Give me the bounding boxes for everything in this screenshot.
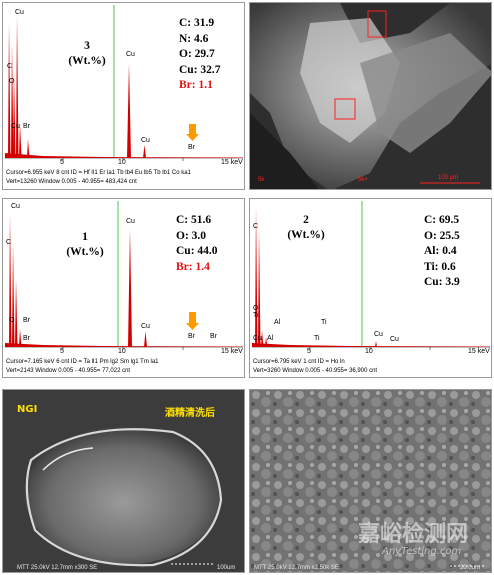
sample-tag-cleaned: 酒精清洗后 [165,408,215,419]
spectrum-3-plot [5,5,243,161]
spectrum-unit: (Wt.%) [68,55,106,67]
axis-tick-15: 15 keV [221,159,243,166]
composition-list: C: 51.6 O: 3.0 Cu: 44.0 Br: 1.4 [176,213,218,275]
spectrum-label: 2 (Wt.%) [276,213,336,243]
peak-label-ti: Ti [321,319,327,326]
composition-o: O: 25.5 [424,229,460,242]
peak-label-cu: Cu [126,51,135,58]
composition-ti: Ti: 0.6 [424,260,456,273]
spectrum-2-plot [252,201,490,350]
cursor-info-line2: Vert=3260 Window 0.005 - 40.955= 36,900 … [253,368,378,374]
cursor-info-line2: Vert=2143 Window 0.005 - 40.955= 77,022 … [6,368,131,374]
axis-tick-5: 5 [60,159,64,166]
composition-br: Br: 1.4 [176,260,210,273]
peak-label-br: Br [23,123,30,130]
composition-n: N: 4.6 [179,32,209,45]
cursor-info-line1: Cursor=6.795 keV 1 cnt ID = Ho ln [253,359,345,365]
spectrum-label: 3 (Wt.%) [57,39,117,69]
axis-tick-5: 5 [307,348,311,355]
sem-image-zoom: 嘉峪检测网 AnyTesting.com MTT 25.0kV 12.7mm x… [249,389,492,573]
sem-image-top: 5k 5k× 100 μm [249,2,492,190]
footer-mid: 5k× [358,177,368,183]
spectrum-2-peaks [252,207,490,347]
peak-label-o: O [253,305,259,312]
peak-label-br: Br [188,333,195,340]
composition-c: C: 51.6 [176,214,212,226]
composition-al: Al: 0.4 [424,245,457,257]
axis-tick-10: 10 [118,348,126,355]
composition-o: O: 3.0 [176,229,207,242]
eds-spectrum-1: Cu C O Br Cu Cu Br Br Br 5 10 15 keV 1 (… [2,198,245,378]
peak-label-o: O [9,78,15,85]
watermark-cn: 嘉峪检测网 [358,522,469,547]
roi-box-upper [367,10,387,38]
composition-cu: Cu: 3.9 [424,276,460,288]
axis-tick-15: 15 keV [221,348,243,355]
composition-c: C: 31.9 [179,17,215,29]
peak-label-al: Al [267,335,274,342]
composition-br: Br: 1.1 [179,79,213,91]
sem-top-texture [250,3,491,189]
spectrum-number: 3 [84,40,90,52]
composition-o: O: 29.7 [179,48,215,60]
peak-label-cu: Cu [141,323,150,330]
peak-label-cu: Cu [374,331,383,338]
br-arrow [186,124,199,141]
sem-scale-label: 20.0um [460,565,481,571]
sem-footer: MTT 25.0kV 12.7mm x300 SE [17,565,98,571]
peak-label-o: O [9,317,15,324]
footer-left: 5k [258,177,265,183]
cursor-info-line1: Cursor=6.955 keV 8 cnt ID = Hf lI1 Er la… [6,170,191,176]
peak-label-cu: Cu [11,123,20,130]
peak-label-br: Br [188,144,195,151]
composition-c: C: 69.5 [424,214,460,226]
watermark-en: AnyTesting.com [382,546,462,557]
axis-tick-10: 10 [118,159,126,166]
sem-ngi-texture [3,390,244,572]
cursor-info-line2: Vert=13260 Window 0.005 - 40.955= 483,42… [6,179,137,185]
eds-spectrum-2: C O Ti Cu Al Al Ti Ti Cu Cu 5 10 15 keV … [249,198,492,378]
footer-scale: 100 μm [438,175,459,181]
peak-label-br: Br [23,335,30,342]
composition-list: C: 69.5 O: 25.5 Al: 0.4 Ti: 0.6 Cu: 3.9 [424,213,460,291]
axis-tick-5: 5 [60,348,64,355]
spectrum-number: 2 [303,214,309,226]
peak-label-cu: Cu [126,218,135,225]
spectrum-unit: (Wt.%) [287,229,325,241]
peak-label-cu: Cu [390,336,399,343]
peak-label-cu: Cu [15,9,24,16]
sem-footer: MTT 25.0kV 12.7mm x2.50k SE [254,565,339,571]
br-arrow [186,312,199,330]
sem-scale-label: 100um [217,565,236,571]
spectrum-unit: (Wt.%) [66,246,104,258]
sem-zoom-texture [250,390,491,572]
peak-label-br: Br [23,317,30,324]
peak-label-cu: Cu [253,335,262,342]
peak-label-al: Al [274,319,281,326]
spectrum-1-plot [5,201,243,350]
composition-list: C: 31.9 N: 4.6 O: 29.7 Cu: 32.7 Br: 1.1 [179,16,221,94]
axis-tick-10: 10 [365,348,373,355]
sem-image-ngi: NGI 酒精清洗后 MTT 25.0kV 12.7mm x300 SE 100u… [2,389,245,573]
peak-label-cu: Cu [11,203,20,210]
peak-label-ti: Ti [314,335,320,342]
composition-cu: Cu: 44.0 [176,245,218,257]
eds-spectrum-3: Cu C O Cu Br Cu Cu Br 5 10 15 keV 3 (Wt.… [2,2,245,190]
axis-tick-15: 15 keV [468,348,490,355]
spectrum-1-peaks [5,214,243,347]
cursor-info-line1: Cursor=7.165 keV 6 cnt ID = Ta lI1 Pm lg… [6,359,159,365]
peak-label-ti: Ti [253,312,259,319]
peak-label-c: C [6,239,12,246]
spectrum-label: 1 (Wt.%) [55,230,115,260]
peak-label-c: C [253,223,259,230]
spectrum-number: 1 [82,231,88,243]
composition-cu: Cu: 32.7 [179,63,221,76]
spectrum-3-peaks [5,15,243,158]
peak-label-cu: Cu [141,137,150,144]
sample-tag-ngi: NGI [17,404,38,415]
peak-label-br: Br [210,333,217,340]
peak-label-c: C [7,63,13,70]
roi-box-lower [334,98,356,120]
